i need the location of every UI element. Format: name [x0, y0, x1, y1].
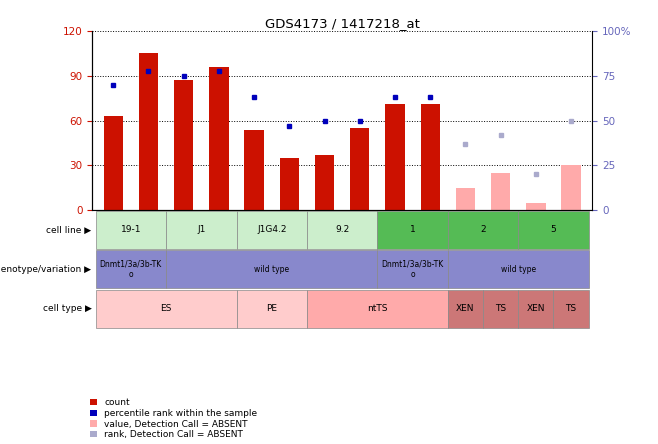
- Text: wild type: wild type: [254, 265, 290, 274]
- Bar: [166, 211, 236, 249]
- Text: cell type ▶: cell type ▶: [43, 304, 91, 313]
- Text: PE: PE: [266, 304, 277, 313]
- Bar: [209, 67, 228, 210]
- Text: TS: TS: [565, 304, 576, 313]
- Text: wild type: wild type: [501, 265, 536, 274]
- Bar: [483, 290, 519, 328]
- Bar: [95, 290, 236, 328]
- Bar: [448, 290, 483, 328]
- Bar: [456, 188, 475, 210]
- Bar: [350, 128, 369, 210]
- Bar: [95, 250, 166, 288]
- Bar: [526, 203, 545, 210]
- Bar: [307, 211, 378, 249]
- Bar: [491, 173, 511, 210]
- Text: 19-1: 19-1: [120, 226, 141, 234]
- Text: Dnmt1/3a/3b-TK
o: Dnmt1/3a/3b-TK o: [382, 260, 443, 279]
- Bar: [280, 158, 299, 210]
- Bar: [378, 211, 448, 249]
- Bar: [561, 166, 581, 210]
- Bar: [315, 155, 334, 210]
- Text: ntTS: ntTS: [367, 304, 388, 313]
- Text: XEN: XEN: [456, 304, 474, 313]
- Bar: [378, 250, 448, 288]
- Bar: [139, 53, 158, 210]
- Text: Dnmt1/3a/3b-TK
o: Dnmt1/3a/3b-TK o: [100, 260, 162, 279]
- Bar: [307, 290, 448, 328]
- Text: 9.2: 9.2: [335, 226, 349, 234]
- Text: J1: J1: [197, 226, 205, 234]
- Text: 1: 1: [410, 226, 415, 234]
- Bar: [420, 104, 440, 210]
- Bar: [236, 211, 307, 249]
- Bar: [553, 290, 589, 328]
- Bar: [519, 211, 589, 249]
- Legend: count, percentile rank within the sample, value, Detection Call = ABSENT, rank, : count, percentile rank within the sample…: [90, 398, 258, 440]
- Text: XEN: XEN: [526, 304, 545, 313]
- Bar: [244, 130, 264, 210]
- Bar: [448, 211, 519, 249]
- Bar: [174, 80, 193, 210]
- Bar: [448, 250, 589, 288]
- Text: genotype/variation ▶: genotype/variation ▶: [0, 265, 91, 274]
- Text: TS: TS: [495, 304, 506, 313]
- Bar: [103, 116, 123, 210]
- Text: cell line ▶: cell line ▶: [46, 226, 91, 234]
- Text: 5: 5: [551, 226, 556, 234]
- Bar: [519, 290, 553, 328]
- Bar: [236, 290, 307, 328]
- Bar: [166, 250, 378, 288]
- Bar: [386, 104, 405, 210]
- Text: J1G4.2: J1G4.2: [257, 226, 286, 234]
- Text: ES: ES: [161, 304, 172, 313]
- Bar: [95, 211, 166, 249]
- Title: GDS4173 / 1417218_at: GDS4173 / 1417218_at: [265, 17, 420, 30]
- Text: 2: 2: [480, 226, 486, 234]
